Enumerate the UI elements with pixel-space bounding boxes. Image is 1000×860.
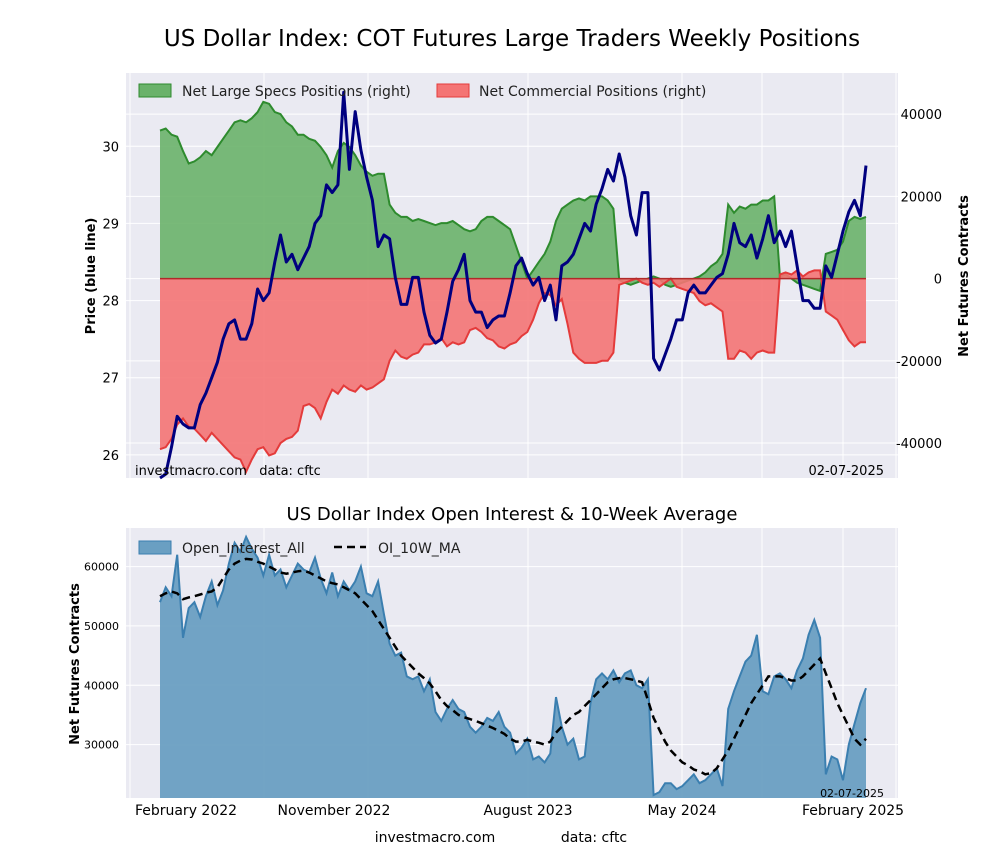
right-tick-label: -20000 <box>896 355 942 370</box>
legend-swatch-open-interest <box>138 540 172 555</box>
bottom-panel: 30000 40000 50000 60000 Net Futures Contrac… <box>68 528 898 800</box>
price-polyline <box>159 90 868 480</box>
price-line <box>159 90 868 480</box>
right-tick-label: -40000 <box>896 437 942 452</box>
right-tick-label: 0 <box>934 273 942 288</box>
legend-swatch-commercial <box>436 83 470 98</box>
legend-label-specs: Net Large Specs Positions (right) <box>182 84 411 100</box>
legend-label-open-interest: Open_Interest_All <box>182 541 305 557</box>
open-interest-fill <box>160 536 866 798</box>
top-date-note: 02-07-2025 <box>808 464 884 479</box>
specs-fill <box>160 101 866 291</box>
commercial-area <box>159 269 866 475</box>
shared-x-axis-ticks: February 2022 November 2022 August 2023 May… <box>135 803 904 819</box>
x-tick-label: May 2024 <box>647 803 716 819</box>
figure-title: US Dollar Index: COT Futures Large Trade… <box>164 26 860 52</box>
commercial-outline <box>159 269 866 475</box>
bottom-tick-label: 30000 <box>84 739 119 752</box>
x-tick-label: August 2023 <box>483 803 572 819</box>
x-tick-label: November 2022 <box>278 803 391 819</box>
bottom-tick-label: 40000 <box>84 679 119 692</box>
x-tick-label: February 2025 <box>802 803 904 819</box>
footer-data: data: cftc <box>561 830 627 846</box>
legend-label-commercial: Net Commercial Positions (right) <box>479 84 706 100</box>
bottom-tick-label: 60000 <box>84 561 119 574</box>
left-axis-ticks: 26 27 28 29 30 <box>102 140 119 464</box>
top-panel: 26 27 28 29 30 -40000 -20000 0 20000 40000 Price… <box>84 73 972 480</box>
bottom-date-note: 02-07-2025 <box>820 787 884 800</box>
left-tick-label: 30 <box>102 140 119 155</box>
open-interest-area <box>159 534 867 798</box>
moving-average-polyline <box>159 557 867 776</box>
left-tick-label: 29 <box>102 217 119 232</box>
top-legend: Net Large Specs Positions (right) Net Co… <box>138 83 706 100</box>
commercial-fill <box>160 270 866 472</box>
left-tick-label: 28 <box>102 295 119 310</box>
right-tick-label: 40000 <box>901 108 942 123</box>
bottom-axis-label: Net Futures Contracts <box>68 583 83 745</box>
moving-average-line <box>159 557 867 776</box>
right-tick-label: 20000 <box>901 190 942 205</box>
footer-source: investmacro.com <box>375 830 495 846</box>
right-axis-ticks: -40000 -20000 0 20000 40000 <box>896 108 942 452</box>
specs-area <box>159 100 867 293</box>
legend-label-moving-average: OI_10W_MA <box>378 541 461 557</box>
bottom-tick-label: 50000 <box>84 620 119 633</box>
bottom-title: US Dollar Index Open Interest & 10-Week … <box>287 504 738 525</box>
legend-swatch-specs <box>138 83 172 98</box>
left-axis-label: Price (blue line) <box>84 218 99 335</box>
top-source-note: investmacro.com data: cftc <box>135 464 321 479</box>
left-tick-label: 26 <box>102 449 119 464</box>
specs-outline <box>159 100 867 293</box>
open-interest-outline <box>159 534 867 797</box>
right-axis-label: Net Futures Contracts <box>957 195 972 357</box>
x-tick-label: February 2022 <box>135 803 237 819</box>
bottom-legend: Open_Interest_All OI_10W_MA <box>138 540 461 557</box>
left-tick-label: 27 <box>102 372 119 387</box>
bottom-axis-ticks: 30000 40000 50000 60000 <box>84 561 119 752</box>
